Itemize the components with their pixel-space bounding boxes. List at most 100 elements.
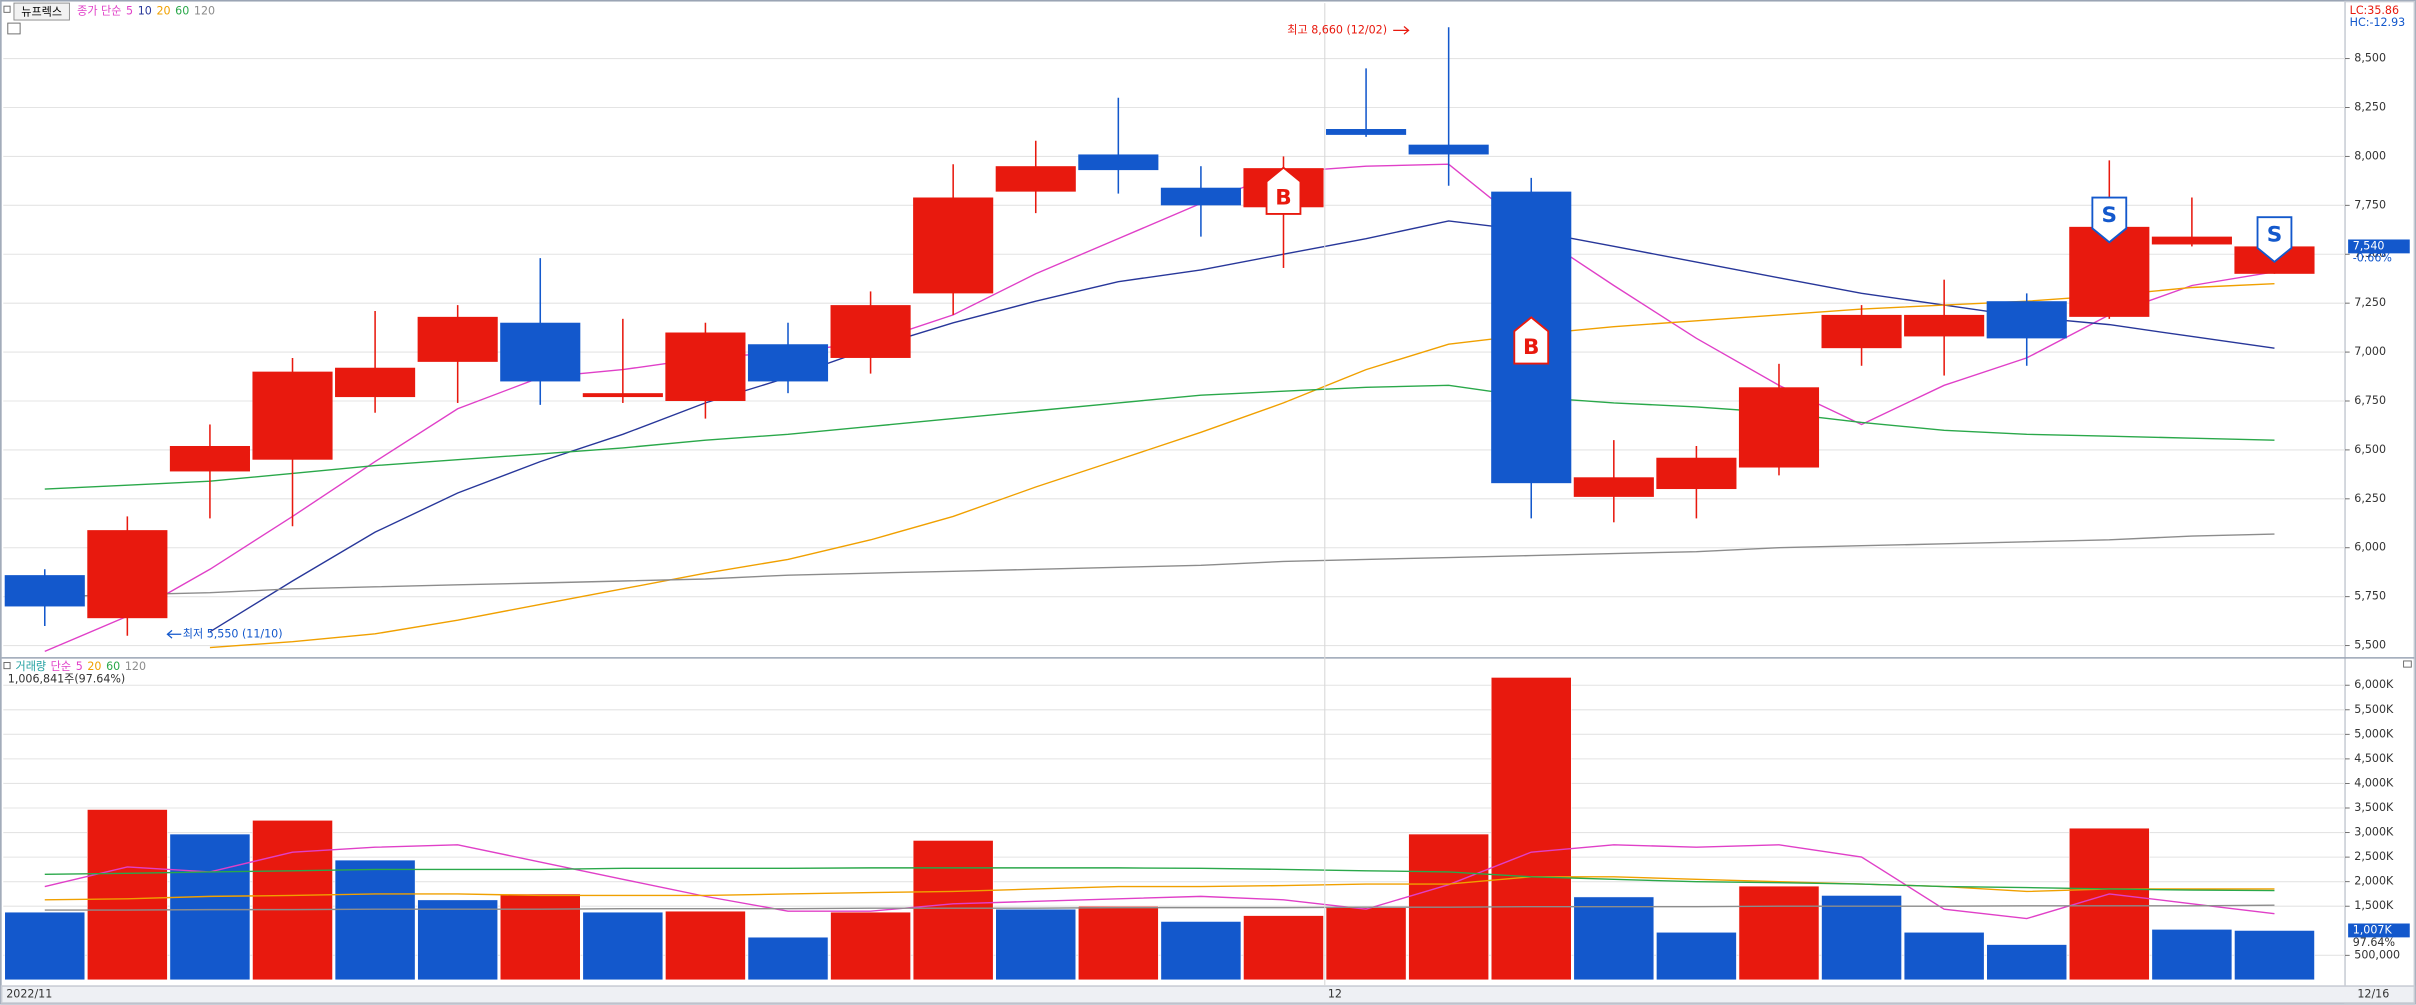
candle-body xyxy=(87,530,168,619)
volume-bar xyxy=(1243,915,1324,981)
volume-bar xyxy=(1821,895,1902,981)
legend-entry: 5 xyxy=(76,660,83,673)
y-tick-label: 8,250 xyxy=(2354,100,2386,113)
pane-icon[interactable] xyxy=(3,5,11,13)
legend-entry: 20 xyxy=(87,660,101,673)
low-annotation: 최저 5,550 (11/10) xyxy=(183,627,283,640)
ma-line xyxy=(44,384,2275,490)
legend-entry: 10 xyxy=(138,5,152,18)
legend-prefix: 종가 단순 xyxy=(77,5,121,18)
legend-entry: 60 xyxy=(175,5,189,18)
x-tick-label: 2022/11 xyxy=(6,988,52,1001)
y-tick-label: 7,750 xyxy=(2354,198,2386,211)
current-value-box xyxy=(2348,923,2410,938)
volume-bar xyxy=(830,911,911,981)
volume-pane xyxy=(3,677,2346,981)
y-tick-label: 6,750 xyxy=(2354,394,2386,407)
candle-body xyxy=(252,371,333,460)
sell-signal xyxy=(2256,216,2293,264)
candle-body xyxy=(417,316,498,362)
candle-body xyxy=(4,575,85,607)
legend-entry: 120 xyxy=(194,5,215,18)
y-tick-label: 3,000K xyxy=(2354,826,2394,839)
candle-body xyxy=(747,344,829,382)
legend: 종가 단순 5 10 20 60 120 xyxy=(77,5,215,18)
volume-bar xyxy=(1903,931,1985,981)
legend-prefix: 단순 xyxy=(51,660,71,673)
volume-bar xyxy=(582,911,664,981)
candle-body xyxy=(2151,236,2232,245)
candle-body xyxy=(1738,387,1820,468)
y-tick-label: 5,500 xyxy=(2354,639,2386,652)
ma-line xyxy=(44,904,2275,911)
ma-line xyxy=(44,867,2275,892)
buy-signal xyxy=(1513,316,1550,365)
volume-bar xyxy=(2068,827,2150,981)
y-tick-label: 500,000 xyxy=(2354,948,2400,961)
candle-body xyxy=(335,367,416,398)
candle-body xyxy=(1326,129,1407,135)
volume-info: 1,006,841주(97.64%) xyxy=(8,672,125,685)
legend-entry: 60 xyxy=(106,660,120,673)
buy-signal xyxy=(1265,166,1302,215)
indicator: LC:35.86 xyxy=(2350,4,2399,17)
signal-label: S xyxy=(2267,223,2283,248)
candle-body xyxy=(1821,314,1902,349)
ma-line xyxy=(44,163,2275,653)
volume-bar xyxy=(499,893,581,981)
candle-body xyxy=(169,445,250,472)
ticker-box[interactable] xyxy=(13,2,70,21)
y-tick-label: 6,000 xyxy=(2354,541,2386,554)
volume-bar xyxy=(2151,928,2233,981)
pane-icon[interactable] xyxy=(3,662,11,670)
volume-bar xyxy=(1573,896,1655,981)
ma-line xyxy=(44,844,2275,920)
y-tick-label: 5,750 xyxy=(2354,590,2386,603)
y-tick-label: 8,500 xyxy=(2354,52,2386,65)
volume-bar xyxy=(1160,921,1242,981)
y-tick-label: 7,000 xyxy=(2354,345,2386,358)
right-axis-panel xyxy=(2344,0,2416,1004)
candle-body xyxy=(995,166,1076,192)
volume-bar xyxy=(1325,907,1407,981)
volume-bar xyxy=(995,908,1077,981)
candle-body xyxy=(1573,477,1654,497)
volume-bar xyxy=(334,859,416,981)
volume-bar xyxy=(912,840,994,981)
volume-bar xyxy=(1986,944,2068,981)
ma-line xyxy=(44,533,2275,598)
current-value-label: 1,007K xyxy=(2353,923,2393,936)
indicator: HC:-12.93 xyxy=(2350,16,2406,29)
y-tick-label: 8,000 xyxy=(2354,149,2386,162)
ticker-name: 뉴프렉스 xyxy=(21,5,62,18)
candle-body xyxy=(665,332,746,401)
pane-icon[interactable] xyxy=(2403,660,2412,668)
volume-bar xyxy=(665,910,746,981)
current-value-label: 7,540 xyxy=(2353,239,2385,252)
volume-bar xyxy=(169,833,251,981)
y-tick-label: 2,000K xyxy=(2354,875,2394,888)
y-tick-label: 5,500K xyxy=(2354,703,2394,716)
y-tick-label: 5,000K xyxy=(2354,727,2394,740)
legend-entry: 120 xyxy=(125,660,146,673)
volume-bar xyxy=(86,809,168,981)
volume-bar xyxy=(252,819,333,981)
signal-label: B xyxy=(1275,186,1291,211)
low-arrow xyxy=(166,629,182,639)
y-tick-label: 2,500K xyxy=(2354,850,2394,863)
candle-body xyxy=(830,305,911,358)
y-tick-label: 7,250 xyxy=(2354,296,2386,309)
grid-icon[interactable] xyxy=(7,22,21,35)
current-value-box xyxy=(2348,239,2410,254)
y-tick-label: 6,250 xyxy=(2354,492,2386,505)
legend: 거래량 단순 5 20 60 120 xyxy=(15,660,146,673)
legend-entry: 20 xyxy=(156,5,170,18)
y-tick-label: 1,500K xyxy=(2354,899,2394,912)
legend-entry: 5 xyxy=(126,5,133,18)
signal-label: S xyxy=(2102,203,2118,228)
candle-body xyxy=(500,322,581,382)
candle-body xyxy=(1078,154,1159,171)
volume-bar xyxy=(747,936,829,981)
y-tick-label: 6,000K xyxy=(2354,678,2394,691)
